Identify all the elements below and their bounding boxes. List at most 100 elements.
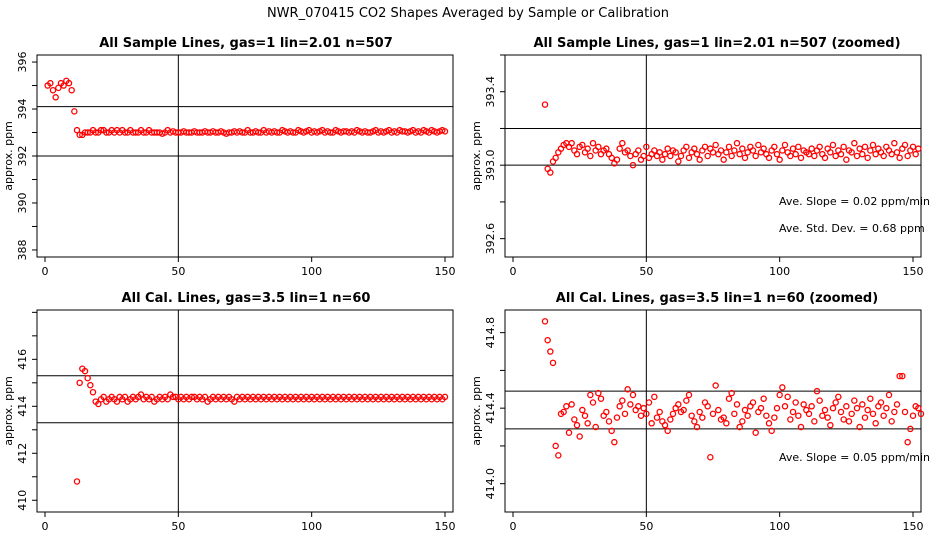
- x-tick-label: 150: [435, 520, 456, 533]
- data-point: [824, 414, 831, 421]
- data-point: [896, 154, 903, 162]
- data-point: [327, 129, 334, 136]
- data-point: [771, 414, 778, 421]
- data-point: [541, 318, 549, 325]
- data-point: [808, 145, 815, 152]
- data-point: [829, 404, 837, 412]
- data-point: [611, 438, 618, 446]
- data-point: [629, 391, 637, 399]
- data-point: [573, 421, 581, 429]
- data-point: [843, 403, 850, 410]
- x-tick-label: 50: [171, 520, 185, 533]
- data-point: [640, 404, 647, 412]
- data-point: [709, 410, 717, 418]
- data-point: [733, 401, 741, 408]
- data-point: [853, 152, 861, 160]
- data-point: [797, 154, 805, 162]
- data-point: [813, 387, 821, 395]
- data-point: [856, 145, 863, 152]
- data-point: [789, 408, 797, 416]
- data-point: [571, 416, 578, 423]
- x-tick-label: 0: [42, 520, 49, 533]
- data-point: [76, 131, 83, 139]
- data-point: [71, 108, 78, 115]
- annotation-text: Ave. Std. Dev. = 0.68 ppm: [779, 222, 925, 235]
- data-points: [44, 77, 449, 139]
- data-point: [696, 156, 703, 163]
- data-point: [816, 143, 823, 151]
- data-point: [549, 359, 557, 367]
- data-point: [776, 156, 783, 163]
- chart-panel-4: All Cal. Lines, gas=3.5 lin=1 n=60 (zoom…: [470, 291, 930, 533]
- data-point: [683, 397, 690, 404]
- x-tick-label: 0: [42, 265, 49, 278]
- data-point: [851, 139, 858, 147]
- plot-frame: [36, 309, 454, 513]
- x-tick-label: 100: [769, 520, 790, 533]
- data-point: [912, 150, 919, 158]
- data-point: [587, 391, 594, 399]
- data-point: [765, 154, 773, 162]
- data-point: [640, 152, 647, 160]
- chart-panel-2: All Sample Lines, gas=1 lin=2.01 n=507 (…: [470, 36, 930, 278]
- data-point: [76, 379, 83, 387]
- data-point: [592, 423, 599, 431]
- data-point: [555, 452, 562, 459]
- annotation-text: Ave. Slope = 0.02 ppm/min: [779, 195, 930, 208]
- x-tick-label: 0: [510, 265, 517, 278]
- data-point: [744, 149, 751, 156]
- data-point: [579, 406, 586, 414]
- data-point: [800, 401, 807, 408]
- data-point: [811, 152, 818, 160]
- data-point: [864, 406, 871, 414]
- data-point: [49, 86, 57, 94]
- y-tick-label: 392.6: [484, 223, 497, 255]
- data-point: [255, 129, 262, 136]
- data-point: [733, 139, 741, 147]
- data-point: [883, 404, 890, 412]
- data-point: [867, 147, 874, 154]
- data-point: [741, 154, 749, 162]
- data-point: [832, 399, 839, 406]
- x-tick-label: 150: [435, 265, 456, 278]
- data-point: [877, 399, 885, 406]
- data-point: [805, 410, 813, 418]
- data-point: [741, 406, 749, 414]
- data-point: [779, 147, 786, 154]
- annotation-text: Ave. Slope = 0.05 ppm/min: [779, 451, 930, 464]
- data-point: [576, 433, 583, 440]
- y-tick-label: 414.0: [484, 468, 497, 500]
- data-point: [781, 403, 789, 410]
- data-point: [97, 126, 105, 134]
- data-point: [787, 152, 794, 160]
- data-point: [584, 145, 591, 152]
- data-point: [653, 414, 661, 421]
- data-point: [547, 348, 554, 355]
- data-point: [843, 156, 850, 163]
- data-point: [771, 143, 778, 151]
- y-tick-label: 390: [16, 192, 29, 213]
- x-tick-label: 50: [639, 265, 653, 278]
- data-point: [608, 154, 615, 162]
- data-point: [915, 404, 922, 412]
- data-point: [856, 423, 863, 431]
- data-point: [755, 141, 762, 149]
- x-tick-label: 150: [903, 265, 924, 278]
- data-point: [811, 418, 818, 425]
- data-point: [899, 372, 906, 380]
- data-point: [651, 147, 658, 154]
- data-point: [603, 408, 610, 416]
- data-point: [201, 393, 209, 401]
- x-tick-label: 100: [769, 265, 790, 278]
- data-point: [792, 399, 799, 406]
- data-point: [659, 156, 666, 163]
- data-point: [696, 408, 703, 416]
- data-point: [915, 145, 922, 152]
- page-title: NWR_070415 CO2 Shapes Averaged by Sample…: [266, 6, 670, 21]
- data-point: [795, 143, 802, 151]
- data-point: [547, 169, 554, 176]
- data-point: [65, 79, 73, 87]
- data-point: [552, 442, 559, 450]
- data-point: [821, 154, 829, 162]
- data-point: [68, 86, 75, 94]
